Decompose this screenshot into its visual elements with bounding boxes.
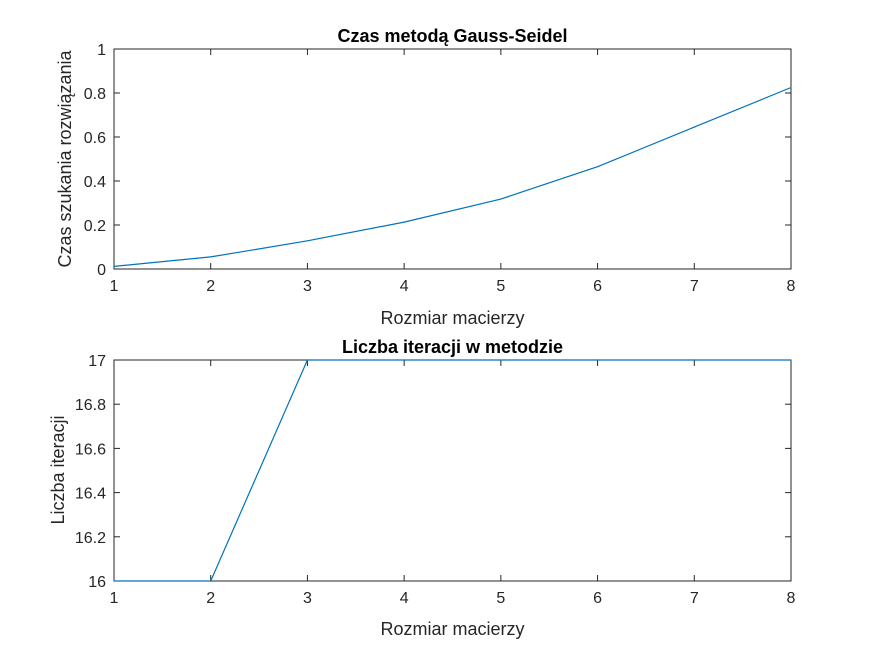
iterations-x-tick-label: 5 [496,590,505,607]
iterations-y-tick-label: 16.4 [75,486,106,503]
iterations-y-tick-label: 16 [88,574,106,591]
time-x-tick-label: 6 [593,278,602,295]
time-x-tick-label: 7 [690,278,699,295]
iterations-x-tick-label: 6 [593,590,602,607]
iterations-y-tick-label: 16.8 [75,397,106,414]
time-data-point [306,240,309,242]
iterations-x-tick-label: 7 [690,590,699,607]
time-data-point [210,256,212,258]
time-series-line [113,86,792,267]
time-subplot: 1 2 3 4 5 6 7 8 0 0.2 0.4 0.6 0.8 1 Czas metodą Gauss… [55,26,796,328]
iterations-y-tick-label: 16.6 [75,441,106,458]
time-y-tick-label: 0.8 [84,86,106,103]
time-x-tick-label: 5 [496,278,505,295]
iterations-x-tick-label: 4 [400,590,409,607]
time-y-tick-label: 0.2 [84,218,106,235]
time-data-point [500,198,502,200]
iterations-data-point [403,359,405,361]
iterations-axes-box [113,359,792,582]
iterations-data-point [693,359,695,361]
iterations-subplot: 1 2 3 4 5 6 7 8 16 16.2 16.4 16.6 16.8 17 Liczba iter… [48,337,796,639]
iterations-x-axis-label: Rozmiar macierzy [380,619,524,639]
time-axes-box [113,48,792,270]
time-x-tick-label: 2 [206,278,215,295]
time-y-tick-label: 0.6 [84,130,106,147]
iterations-series-line [114,359,791,582]
time-data-point [403,221,405,223]
iterations-data-point [113,580,115,582]
iterations-y-tick-label: 17 [88,353,106,370]
iterations-x-tick-label: 1 [110,590,119,607]
iterations-data-point [596,359,599,361]
iterations-chart-marks: 1 2 3 4 5 6 7 8 16 16.2 16.4 16.6 16.8 17 [75,353,796,607]
time-y-tick-label: 0.4 [84,174,106,191]
iterations-x-tick-label: 2 [206,590,215,607]
time-y-tick-label: 1 [97,42,106,59]
iterations-data-point [500,359,502,361]
time-data-point [113,265,115,267]
time-x-axis-label: Rozmiar macierzy [380,308,524,328]
time-chart-marks: 1 2 3 4 5 6 7 8 0 0.2 0.4 0.6 0.8 1 [84,42,796,295]
time-data-point [596,166,599,168]
time-data-point [693,126,695,128]
iterations-data-point [306,359,309,361]
time-data-point [790,86,792,89]
iterations-x-tick-label: 8 [787,590,796,607]
iterations-chart-title: Liczba iteracji w metodzie [342,337,563,357]
time-x-tick-label: 8 [787,278,796,295]
time-x-tick-label: 3 [303,278,312,295]
time-x-tick-label: 1 [110,278,119,295]
iterations-y-axis-label: Liczba iteracji [48,415,68,524]
iterations-data-point [790,359,792,361]
time-x-tick-label: 4 [400,278,409,295]
iterations-y-tick-label: 16.2 [75,530,106,547]
time-y-axis-label: Czas szukania rozwiązania [55,49,75,267]
time-chart-title: Czas metodą Gauss-Seidel [337,26,567,46]
time-y-tick-label: 0 [97,262,106,279]
iterations-data-point [210,580,212,582]
iterations-x-tick-label: 3 [303,590,312,607]
